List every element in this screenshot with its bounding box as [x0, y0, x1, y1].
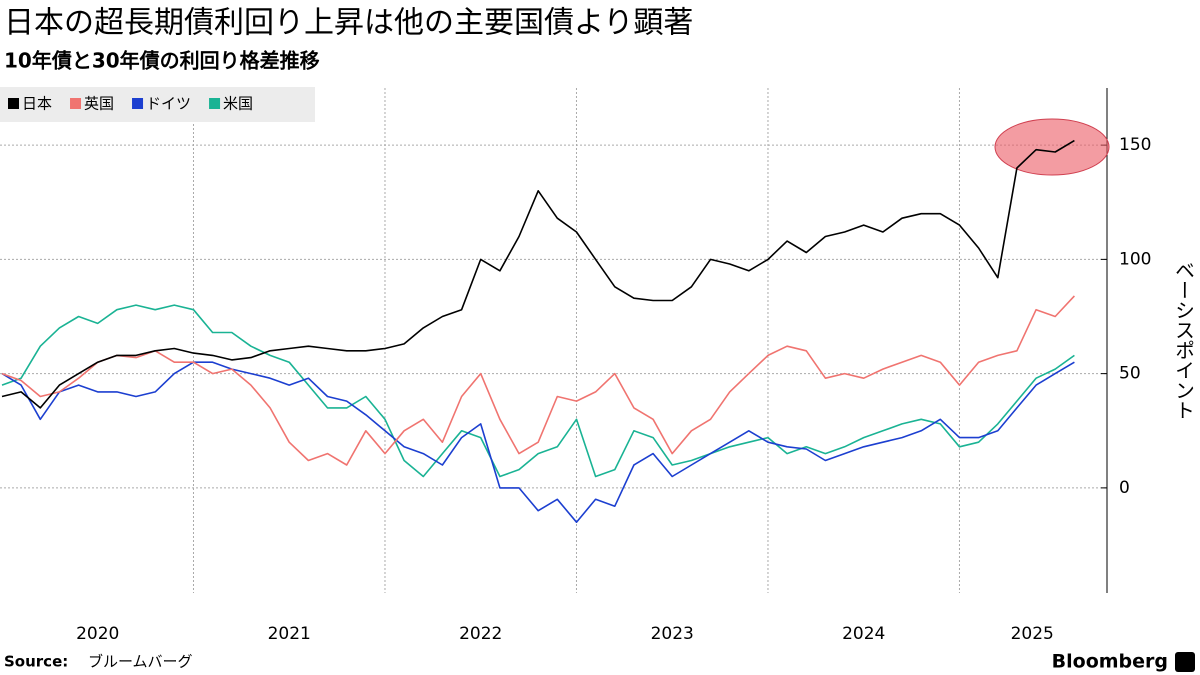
- legend: 日本 英国 ドイツ 米国: [0, 87, 315, 122]
- y-tick-label: 150: [1119, 135, 1151, 155]
- y-tick-label: 100: [1119, 249, 1151, 269]
- x-tick-label: 2024: [842, 624, 885, 644]
- legend-swatch: [8, 98, 19, 109]
- legend-swatch: [70, 98, 82, 109]
- x-tick-label: 2020: [76, 624, 119, 644]
- y-tick-label: 0: [1119, 478, 1130, 498]
- series-line: [1, 139, 1075, 409]
- highlight: [994, 118, 1110, 176]
- legend-swatch: [209, 98, 221, 109]
- legend-label: 日本: [22, 95, 52, 113]
- x-tick-label: 2022: [459, 624, 502, 644]
- legend-box: [0, 87, 315, 122]
- series-line: [1, 304, 1075, 478]
- legend-label: 米国: [223, 95, 253, 113]
- lines: [1, 139, 1075, 523]
- x-tick-label: 2025: [1011, 624, 1054, 644]
- chart-subtitle: 10年債と30年債の利回り格差推移: [4, 49, 320, 73]
- source-label: Source:: [4, 653, 68, 671]
- legend-swatch: [132, 98, 144, 109]
- x-tick-label: 2021: [268, 624, 311, 644]
- y-tick-label: 50: [1119, 364, 1141, 384]
- series-line: [1, 361, 1075, 523]
- legend-label: 英国: [84, 95, 114, 113]
- brand: Bloomberg: [1052, 651, 1168, 673]
- y-axis-title: ベーシスポイント: [1172, 260, 1196, 420]
- series-line: [1, 295, 1075, 466]
- source: ブルームバーグ: [88, 653, 193, 671]
- plot: 0 50 100 150 2020 2021 2022 2023 2024 2025: [0, 88, 1151, 644]
- brand-icon: [1175, 652, 1195, 672]
- x-tick-label: 2023: [651, 624, 694, 644]
- legend-label: ドイツ: [146, 95, 191, 113]
- chart-title: 日本の超長期債利回り上昇は他の主要国債より顕著: [4, 6, 693, 41]
